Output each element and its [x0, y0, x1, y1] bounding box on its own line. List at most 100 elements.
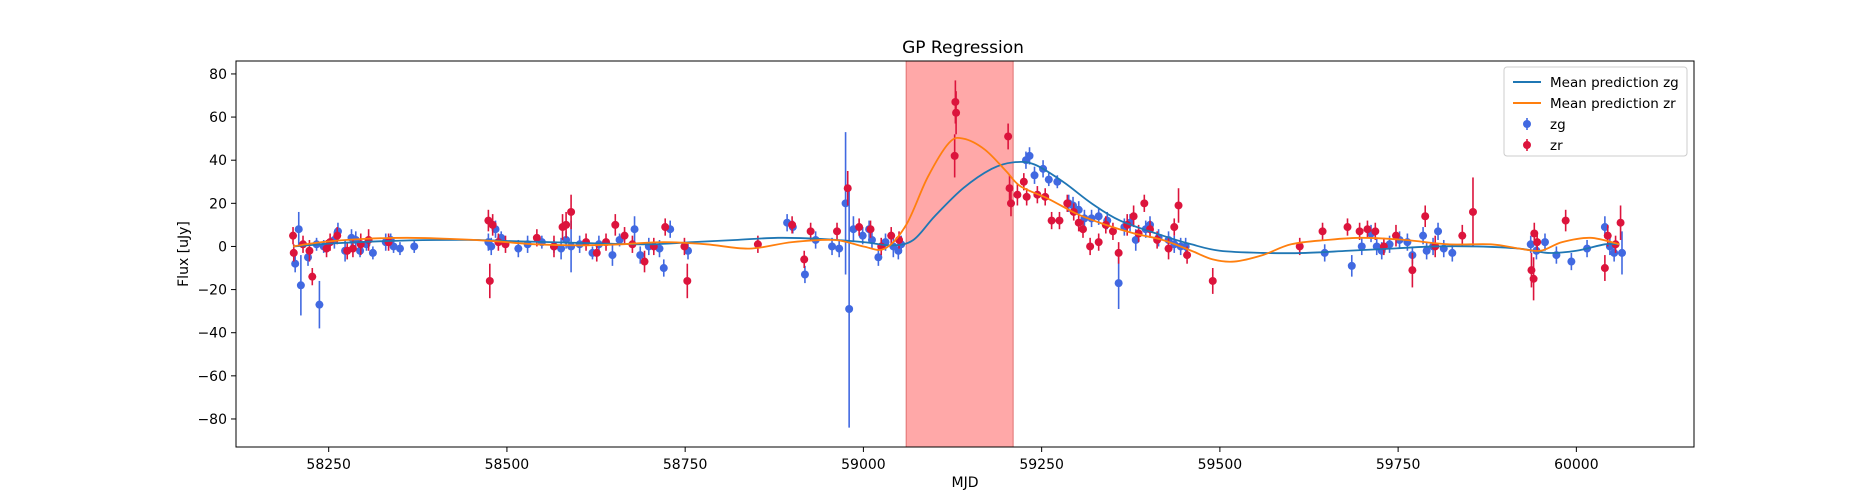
data-point-zg: [1347, 261, 1356, 270]
data-point-zg: [1526, 240, 1535, 249]
data-point-zr: [1063, 199, 1072, 208]
data-point-zr: [549, 242, 558, 251]
chart-title: GP Regression: [902, 38, 1024, 58]
x-axis-label: MJD: [952, 475, 979, 491]
y-axis: −80 −60 −40 −20 0 20 40 60 80: [197, 67, 236, 428]
y-tick-label: 0: [218, 239, 227, 255]
x-axis: 58250 58500 58750 59000 59250 59500 59750 60000: [306, 447, 1599, 473]
data-point-zr: [683, 276, 692, 285]
data-point-zg: [1610, 248, 1619, 257]
data-point-zg: [1131, 235, 1140, 244]
y-tick-label: 60: [209, 110, 227, 126]
data-point-zg: [828, 242, 837, 251]
legend-box: [1503, 66, 1688, 157]
data-point-zr: [582, 238, 591, 247]
legend-label: Mean prediction zg: [1550, 75, 1679, 91]
x-tick-label: 59500: [1198, 457, 1243, 473]
data-point-zg: [1448, 248, 1457, 257]
data-point-zg: [368, 248, 377, 257]
data-point-zg: [410, 242, 419, 251]
data-point-zr: [488, 220, 497, 229]
data-point-zr: [308, 272, 317, 281]
data-point-zr: [753, 240, 762, 249]
data-point-zr: [1170, 223, 1179, 232]
data-point-zg: [1434, 227, 1443, 236]
data-point-zr: [1108, 227, 1117, 236]
data-point-zg: [315, 300, 324, 309]
data-point-zr: [289, 231, 298, 240]
data-point-zr: [1363, 225, 1372, 234]
data-point-zr: [788, 220, 797, 229]
y-tick-label: 80: [209, 67, 227, 83]
data-point-zr: [1022, 192, 1031, 201]
data-point-zg: [867, 235, 876, 244]
data-point-zr: [1019, 177, 1028, 186]
data-point-zg: [1540, 238, 1549, 247]
x-tick-label: 59000: [841, 457, 886, 473]
y-tick-label: 20: [209, 196, 227, 212]
series-zr: [289, 80, 1625, 301]
data-point-zg: [800, 270, 809, 279]
x-tick-label: 58750: [663, 457, 708, 473]
data-point-zr: [532, 233, 541, 242]
data-point-zg: [858, 231, 867, 240]
data-point-zr: [1458, 231, 1467, 240]
data-point-zr: [855, 223, 864, 232]
data-point-zr: [1047, 216, 1056, 225]
data-point-zg: [291, 259, 300, 268]
data-point-zr: [640, 257, 649, 266]
data-point-zr: [1530, 229, 1539, 238]
data-point-zr: [562, 220, 571, 229]
x-tick-label: 60000: [1554, 457, 1599, 473]
data-point-zr: [1140, 199, 1149, 208]
mean-prediction-zr-line: [292, 136, 1620, 263]
y-axis-label: Flux [uJy]: [176, 221, 192, 287]
data-point-zg: [1419, 231, 1428, 240]
data-point-zg: [636, 251, 645, 260]
legend-item: zr: [1523, 138, 1563, 154]
data-point-zg: [1025, 151, 1034, 160]
legend-marker-swatch: [1523, 120, 1531, 128]
data-point-zr: [322, 244, 331, 253]
data-point-zg: [1114, 279, 1123, 288]
data-point-zr: [866, 225, 875, 234]
data-point-zr: [333, 231, 342, 240]
data-point-zg: [659, 264, 668, 273]
data-point-zr: [1078, 225, 1087, 234]
y-tick-label: −20: [197, 283, 227, 299]
data-point-zr: [1005, 184, 1014, 193]
y-tick-label: −60: [197, 369, 227, 385]
data-point-zg: [1567, 257, 1576, 266]
data-point-zr: [567, 207, 576, 216]
data-point-zg: [1617, 248, 1626, 257]
legend-marker-swatch: [1523, 141, 1531, 149]
data-point-zr: [950, 151, 959, 160]
data-point-zr: [1600, 264, 1609, 273]
data-point-zg: [894, 246, 903, 255]
legend-label: Mean prediction zr: [1550, 96, 1676, 112]
x-tick-label: 58500: [485, 457, 530, 473]
y-tick-label: −80: [197, 412, 227, 428]
data-point-zr: [1561, 216, 1570, 225]
data-point-zr: [843, 184, 852, 193]
data-point-zr: [1129, 212, 1138, 221]
data-point-zg: [395, 244, 404, 253]
x-tick-label: 58250: [306, 457, 351, 473]
data-point-zr: [887, 231, 896, 240]
data-point-zr: [800, 255, 809, 264]
data-point-zr: [1055, 216, 1064, 225]
x-tick-label: 59250: [1019, 457, 1064, 473]
data-point-zg: [1422, 246, 1431, 255]
data-point-zr: [384, 238, 393, 247]
data-point-zr: [1616, 218, 1625, 227]
data-point-zr: [952, 108, 961, 117]
legend-item: Mean prediction zg: [1513, 75, 1679, 91]
data-point-zg: [845, 304, 854, 313]
data-point-zg: [608, 251, 617, 260]
data-point-zg: [1094, 212, 1103, 221]
legend-label: zr: [1550, 138, 1563, 154]
data-point-zr: [1208, 276, 1217, 285]
data-point-zg: [514, 244, 523, 253]
data-point-zg: [1030, 171, 1039, 180]
